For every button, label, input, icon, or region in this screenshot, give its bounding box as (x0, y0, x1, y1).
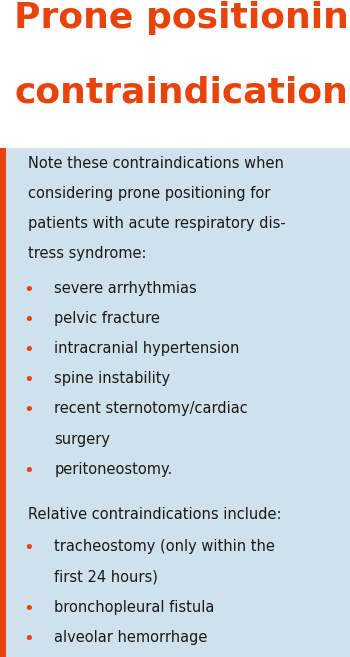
Text: •: • (23, 600, 34, 618)
Text: •: • (23, 311, 34, 328)
Text: •: • (23, 341, 34, 359)
Bar (0, 148, 6, 657)
Text: spine instability: spine instability (54, 371, 170, 386)
Text: •: • (23, 371, 34, 389)
Text: •: • (23, 401, 34, 419)
Text: •: • (23, 281, 34, 298)
Text: •: • (23, 539, 34, 557)
Text: Prone positioning: Prone positioning (14, 1, 350, 35)
Text: patients with acute respiratory dis-: patients with acute respiratory dis- (28, 216, 286, 231)
Text: intracranial hypertension: intracranial hypertension (54, 341, 240, 356)
Text: Note these contraindications when: Note these contraindications when (28, 156, 284, 171)
Text: tracheostomy (only within the: tracheostomy (only within the (54, 539, 275, 555)
Text: tress syndrome:: tress syndrome: (28, 246, 147, 261)
Text: Relative contraindications include:: Relative contraindications include: (28, 507, 281, 522)
Text: considering prone positioning for: considering prone positioning for (28, 186, 270, 201)
Text: pelvic fracture: pelvic fracture (54, 311, 160, 326)
Text: peritoneostomy.: peritoneostomy. (54, 462, 173, 477)
Text: alveolar hemorrhage: alveolar hemorrhage (54, 630, 208, 645)
Text: recent sternotomy/cardiac: recent sternotomy/cardiac (54, 401, 248, 417)
Text: first 24 hours): first 24 hours) (54, 570, 158, 585)
Text: •: • (23, 462, 34, 480)
Bar (0, 148, 350, 657)
Text: contraindications: contraindications (14, 76, 350, 110)
Text: •: • (23, 630, 34, 648)
Text: surgery: surgery (54, 432, 110, 447)
Text: bronchopleural fistula: bronchopleural fistula (54, 600, 215, 615)
Text: severe arrhythmias: severe arrhythmias (54, 281, 197, 296)
